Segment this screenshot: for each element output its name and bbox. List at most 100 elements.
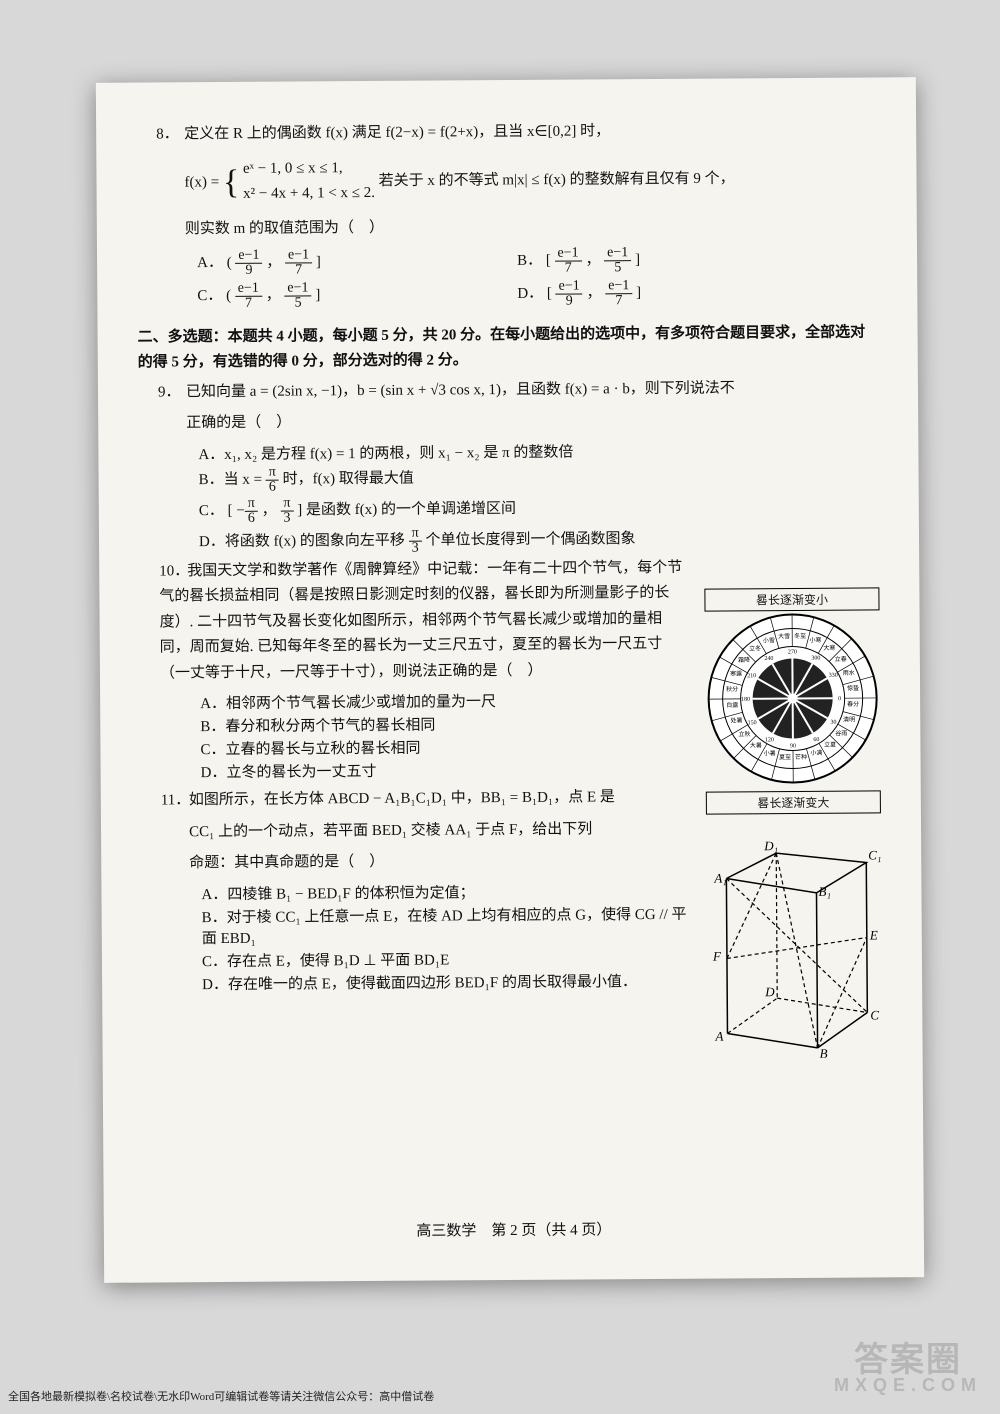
cuboid-icon: A₁B₁ C₁D₁ AB CD EF bbox=[706, 837, 883, 1058]
q9-d-post: 个单位长度得到一个偶函数图象 bbox=[425, 531, 635, 548]
q8-b-open: [ bbox=[546, 252, 551, 268]
q9-b-pre: B．当 x = bbox=[199, 471, 266, 487]
q8-opt-d: D． [ e−19 ， e−17 ] bbox=[517, 278, 837, 309]
frac-n: e−1 bbox=[605, 279, 632, 294]
svg-text:D: D bbox=[764, 984, 775, 999]
svg-text:小雪: 小雪 bbox=[763, 636, 775, 644]
frac-d: 9 bbox=[556, 294, 583, 308]
q8-piece1: eˣ − 1, 0 ≤ x ≤ 1, bbox=[243, 156, 375, 182]
q8-number: 8． bbox=[156, 122, 184, 148]
q9-c-post: 是函数 f(x) 的一个单调递增区间 bbox=[306, 501, 516, 518]
q8-c-open: ( bbox=[226, 288, 231, 304]
q10-opt-b: B．春分和秋分两个节气的晷长相同 bbox=[200, 712, 690, 736]
svg-text:F: F bbox=[712, 949, 722, 964]
q8-a-prefix: A． bbox=[197, 255, 223, 271]
brand-line2: MXQE.COM bbox=[834, 1375, 982, 1396]
svg-text:白露: 白露 bbox=[726, 701, 738, 709]
q8-stem-a: 定义在 R 上的偶函数 f(x) 满足 f(2−x) = f(2+x)，且当 x… bbox=[184, 123, 610, 142]
q8-a-close: ] bbox=[316, 254, 321, 270]
svg-text:270: 270 bbox=[788, 649, 797, 655]
svg-text:芒种: 芒种 bbox=[795, 753, 807, 761]
q9-c-neg: − bbox=[236, 503, 245, 519]
q8-stem-b: 若关于 x 的不等式 m|x| ≤ f(x) 的整数解有且仅有 9 个， bbox=[379, 170, 735, 188]
q8: 8．定义在 R 上的偶函数 f(x) 满足 f(2−x) = f(2+x)，且当… bbox=[156, 117, 876, 148]
frac-n: e−1 bbox=[235, 249, 262, 264]
frac-n: e−1 bbox=[235, 282, 262, 297]
q10-opt-a: A．相邻两个节气晷长减少或增加的量为一尺 bbox=[200, 689, 690, 713]
svg-text:30: 30 bbox=[830, 720, 836, 726]
svg-text:小暑: 小暑 bbox=[764, 749, 776, 757]
svg-text:150: 150 bbox=[748, 720, 757, 726]
q8-b-prefix: B． bbox=[517, 253, 542, 269]
q10-opt-c: C．立春的晷长与立秋的晷长相同 bbox=[200, 735, 690, 759]
frac-n: e−1 bbox=[556, 279, 583, 294]
q9-stem-a: 已知向量 a = (2sin x, −1)，b = (sin x + √3 co… bbox=[186, 380, 735, 400]
q9: 9．已知向量 a = (2sin x, −1)，b = (sin x + √3 … bbox=[158, 375, 878, 406]
frac-n: π bbox=[409, 526, 422, 541]
q10-diagram-bottom-label: 晷长逐渐变大 bbox=[706, 790, 881, 814]
svg-text:D₁: D₁ bbox=[763, 838, 778, 853]
q11-opt-b: B．对于棱 CC₁ 上任意一点 E，在棱 AD 上均有相应的点 G，使得 CG … bbox=[202, 903, 692, 948]
svg-text:B: B bbox=[820, 1046, 828, 1059]
svg-text:立秋: 立秋 bbox=[738, 730, 750, 738]
svg-text:大暑: 大暑 bbox=[750, 741, 762, 749]
svg-text:处暑: 处暑 bbox=[730, 716, 742, 724]
svg-text:330: 330 bbox=[829, 673, 838, 679]
svg-text:清明: 清明 bbox=[843, 715, 855, 723]
svg-text:冬至: 冬至 bbox=[794, 632, 806, 640]
svg-text:春分: 春分 bbox=[847, 700, 859, 708]
svg-text:C: C bbox=[870, 1007, 879, 1022]
svg-text:秋分: 秋分 bbox=[726, 685, 738, 693]
q8-options: A． ( e−19 ， e−17 ] B． [ e−17 ， e−15 ] C．… bbox=[197, 244, 877, 315]
q11-opt-a: A．四棱锥 B₁ − BED₁F 的体积恒为定值； bbox=[201, 880, 691, 904]
q10-stem: 我国天文学和数学著作《周髀算经》中记载：一年有二十四个节气，每个节气的晷长损益相… bbox=[159, 560, 682, 682]
brand-watermark: 答案圈 MXQE.COM bbox=[834, 1332, 982, 1396]
q8-opt-c: C． ( e−17 ， e−15 ] bbox=[197, 280, 517, 311]
q8-opt-a: A． ( e−19 ， e−17 ] bbox=[197, 247, 517, 278]
q11-number: 11． bbox=[161, 789, 189, 815]
q8-d-close: ] bbox=[636, 285, 641, 301]
svg-text:B₁: B₁ bbox=[818, 884, 831, 899]
q9-c-pre: C． bbox=[199, 503, 224, 519]
svg-text:惊蛰: 惊蛰 bbox=[847, 684, 859, 692]
section2-header: 二、多选题：本题共 4 小题，每小题 5 分，共 20 分。在每小题给出的选项中… bbox=[138, 320, 878, 376]
q8-d-open: [ bbox=[547, 285, 552, 301]
frac-d: 6 bbox=[266, 480, 279, 494]
svg-text:A₁: A₁ bbox=[713, 870, 727, 885]
q8-opt-b: B． [ e−17 ， e−15 ] bbox=[517, 245, 837, 276]
q8-fx-lhs: f(x) = bbox=[184, 174, 223, 190]
svg-text:小寒: 小寒 bbox=[809, 636, 821, 644]
svg-text:谷雨: 谷雨 bbox=[835, 729, 847, 737]
frac-n: π bbox=[280, 496, 293, 511]
svg-text:90: 90 bbox=[790, 744, 796, 750]
svg-text:A: A bbox=[714, 1029, 723, 1044]
q8-c-close: ] bbox=[315, 287, 320, 303]
svg-text:0: 0 bbox=[838, 696, 841, 702]
svg-text:210: 210 bbox=[747, 673, 756, 679]
q9-opt-b: B．当 x = π6 时，f(x) 取得最大值 bbox=[198, 461, 878, 495]
q10-number: 10． bbox=[159, 559, 187, 585]
frac-d: 9 bbox=[235, 264, 262, 278]
q9-b-post: 时，f(x) 取得最大值 bbox=[283, 470, 414, 487]
q11-opt-d: D．存在唯一的点 E，使得截面四边形 BED₁F 的周长取得最小值． bbox=[202, 970, 692, 994]
q8-piecewise: f(x) = { eˣ − 1, 0 ≤ x ≤ 1, x² − 4x + 4,… bbox=[184, 149, 876, 212]
frac-d: 3 bbox=[409, 541, 422, 555]
svg-text:寒露: 寒露 bbox=[730, 670, 742, 678]
frac-d: 7 bbox=[605, 294, 632, 308]
svg-text:夏至: 夏至 bbox=[779, 754, 791, 761]
q9-c-close: ] bbox=[297, 502, 302, 518]
q11-stem-a: 如图所示，在长方体 ABCD − A₁B₁C₁D₁ 中，BB₁ = B₁D₁，点… bbox=[189, 790, 615, 809]
q8-c-prefix: C． bbox=[197, 288, 222, 304]
svg-text:小满: 小满 bbox=[810, 749, 822, 757]
q8-a-open: ( bbox=[227, 255, 232, 271]
frac-d: 6 bbox=[245, 512, 258, 526]
svg-text:120: 120 bbox=[765, 737, 774, 743]
svg-text:立冬: 立冬 bbox=[749, 644, 761, 652]
exam-page: 8．定义在 R 上的偶函数 f(x) 满足 f(2−x) = f(2+x)，且当… bbox=[96, 77, 924, 1283]
svg-text:240: 240 bbox=[764, 656, 773, 662]
svg-text:雨水: 雨水 bbox=[843, 669, 855, 677]
frac-n: e−1 bbox=[554, 246, 581, 261]
watermark-text: 全国各地最新模拟卷\名校试卷\无水印Word可编辑试卷等请关注微信公众号：高中僧… bbox=[8, 1388, 434, 1404]
solar-terms-dial-icon: 冬至小寒大寒立春雨水惊蛰春分清明谷雨立夏小满芒种夏至小暑大暑立秋处暑白露秋分寒露… bbox=[705, 610, 881, 786]
q9-c-comma: ， bbox=[262, 502, 277, 518]
